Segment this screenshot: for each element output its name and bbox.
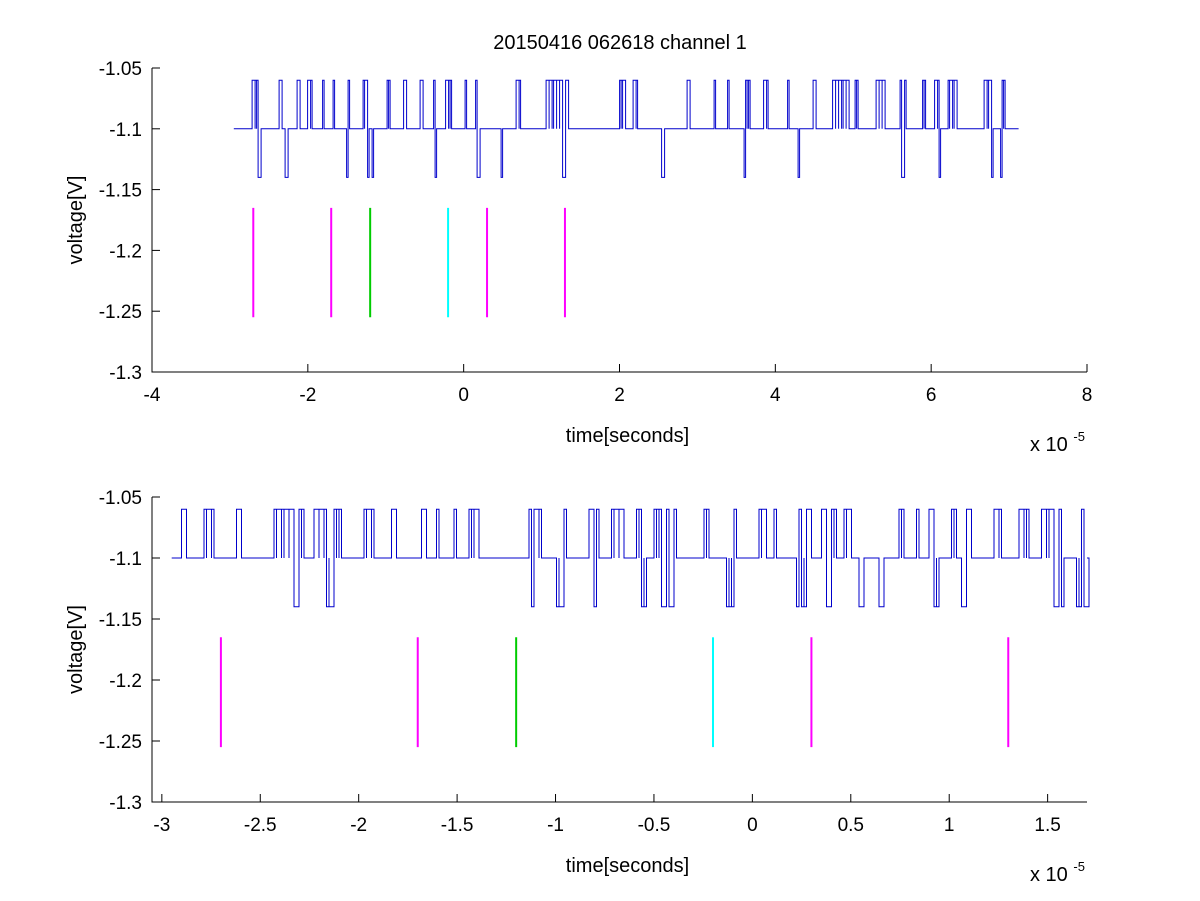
x-exponent-top: x 10 -5 [1030,429,1085,456]
x-exponent-power-bottom: -5 [1073,859,1085,874]
y-tick-label: -1.3 [109,793,142,814]
y-tick-label: -1.2 [109,241,142,262]
x-exponent-base-bottom: x 10 [1030,864,1068,886]
x-tick-label: 1.5 [1034,815,1060,836]
x-axis-label-top: time[seconds] [566,425,689,447]
x-ticks-bottom: -3 -2.5 -2 -1.5 -1 -0.5 0 0.5 1 1.5 [153,794,1061,836]
x-tick-label: 8 [1082,385,1093,406]
x-tick-label: -1 [547,815,564,836]
x-tick-label: -1.5 [441,815,474,836]
y-axis-label-top: voltage[V] [65,176,87,265]
y-axis-label-bottom: voltage[V] [65,605,87,694]
marker-layer-bottom [219,637,1010,748]
y-tick-label: -1.05 [99,488,142,509]
x-ticks-top: -4 -2 0 2 4 6 8 [144,364,1093,406]
x-axis-label-bottom: time[seconds] [566,855,689,877]
x-tick-label: 0.5 [838,815,864,836]
y-tick-label: -1.2 [109,671,142,692]
x-tick-label: -3 [153,815,170,836]
x-tick-label: -2.5 [244,815,277,836]
x-tick-label: -0.5 [638,815,671,836]
plot-top: -4 -2 0 2 4 6 8 -1.3 -1.25 -1.2 -1.15 -1.1 -1.05 ti… [65,59,1092,456]
x-tick-label: 0 [458,385,469,406]
y-ticks-bottom: -1.3 -1.25 -1.2 -1.15 -1.1 -1.05 [99,488,160,814]
x-tick-label: -4 [144,385,161,406]
marker-layer-top [252,207,566,318]
chart-title: 20150416 062618 channel 1 [493,32,747,54]
x-tick-label: 0 [747,815,758,836]
x-tick-label: 2 [614,385,625,406]
x-tick-label: 1 [944,815,955,836]
y-tick-label: -1.25 [99,302,142,323]
y-ticks-top: -1.3 -1.25 -1.2 -1.15 -1.1 -1.05 [99,59,160,384]
y-tick-label: -1.3 [109,363,142,384]
x-exponent-bottom: x 10 -5 [1030,859,1085,886]
y-tick-label: -1.25 [99,732,142,753]
x-exponent-base-top: x 10 [1030,434,1068,456]
y-tick-label: -1.15 [99,181,142,202]
x-exponent-power-top: -5 [1073,429,1085,444]
y-tick-label: -1.1 [109,120,142,141]
x-tick-label: -2 [299,385,316,406]
y-tick-label: -1.05 [99,59,142,80]
y-tick-label: -1.1 [109,549,142,570]
x-tick-label: 4 [770,385,781,406]
y-tick-label: -1.15 [99,610,142,631]
trace-layer-top [233,79,1019,178]
x-tick-label: 6 [926,385,937,406]
x-tick-label: -2 [350,815,367,836]
signal-trace [171,508,1090,608]
plot-bottom: -3 -2.5 -2 -1.5 -1 -0.5 0 0.5 1 1.5 -1.3 -1.25 -1.2… [65,488,1090,886]
signal-trace [233,79,1019,178]
trace-layer-bottom [171,508,1090,608]
